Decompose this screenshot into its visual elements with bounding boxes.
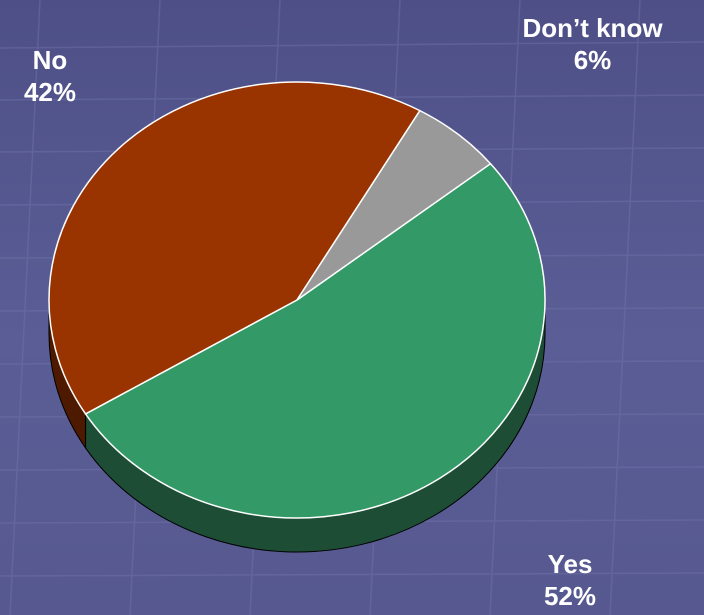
slice-label-no-name: No [32,45,68,75]
slice-label-no-value: 42% [23,77,77,107]
slice-label-dont-know-name: Don’t know [522,13,663,43]
slice-label-yes: Yes 52% [520,548,620,612]
slice-label-no: No 42% [10,44,90,108]
slice-label-dont-know-value: 6% [573,45,612,75]
slice-no [48,81,421,415]
slice-label-yes-value: 52% [543,581,597,611]
slice-label-dont-know: Don’t know 6% [485,12,700,76]
slice-dont-know [296,109,492,301]
slice-label-yes-name: Yes [547,549,593,579]
slice-yes [84,162,546,519]
